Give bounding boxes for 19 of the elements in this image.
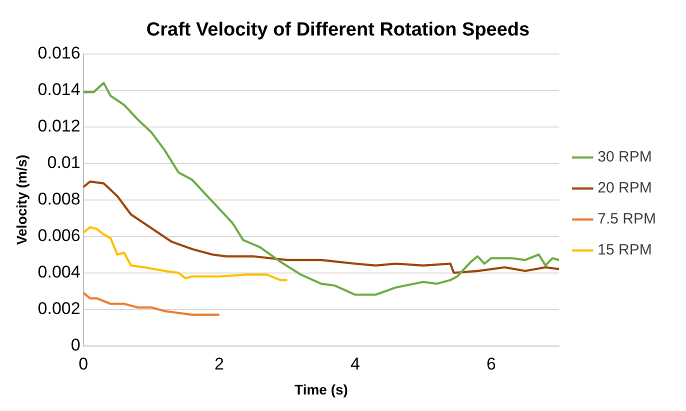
y-tick-label: 0.016 xyxy=(38,43,80,62)
y-tick-label: 0.012 xyxy=(38,116,80,136)
y-tick-label: 0.002 xyxy=(38,298,80,318)
legend-label: 15 RPM xyxy=(598,242,652,259)
y-tick-label: 0.01 xyxy=(47,152,80,172)
x-axis-title: Time (s) xyxy=(294,381,348,398)
legend-label: 20 RPM xyxy=(598,180,652,197)
y-tick-label: 0.004 xyxy=(38,262,80,282)
y-tick-label: 0.008 xyxy=(38,189,80,208)
y-tick-label: 0 xyxy=(70,335,80,354)
chart-title: Craft Velocity of Different Rotation Speeds xyxy=(146,20,530,41)
y-tick-label: 0.014 xyxy=(38,80,80,99)
x-tick-label: 6 xyxy=(486,354,496,374)
legend-label: 30 RPM xyxy=(598,148,652,166)
legend-label: 7.5 RPM xyxy=(598,210,656,228)
x-tick-label: 2 xyxy=(214,354,224,374)
y-axis-title: Velocity (m/s) xyxy=(13,154,30,245)
x-tick-label: 4 xyxy=(350,354,360,374)
y-tick-label: 0.006 xyxy=(38,226,80,245)
